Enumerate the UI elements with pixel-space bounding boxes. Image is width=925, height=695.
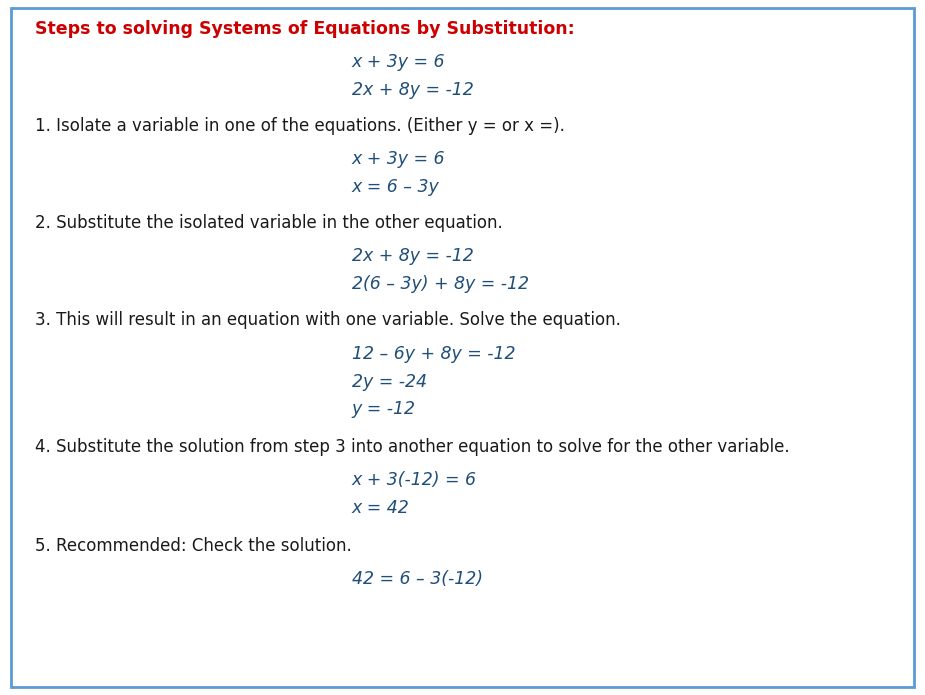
Text: 2x + 8y = -12: 2x + 8y = -12 [352,81,474,99]
Text: 2. Substitute the isolated variable in the other equation.: 2. Substitute the isolated variable in t… [35,214,503,232]
Text: 42 = 6 – 3(-12): 42 = 6 – 3(-12) [352,570,483,588]
Text: y = -12: y = -12 [352,400,415,418]
Text: 4. Substitute the solution from step 3 into another equation to solve for the ot: 4. Substitute the solution from step 3 i… [35,438,790,456]
Text: 2(6 – 3y) + 8y = -12: 2(6 – 3y) + 8y = -12 [352,275,528,293]
Text: Steps to solving Systems of Equations by Substitution:: Steps to solving Systems of Equations by… [35,20,575,38]
Text: 12 – 6y + 8y = -12: 12 – 6y + 8y = -12 [352,345,515,363]
Text: 5. Recommended: Check the solution.: 5. Recommended: Check the solution. [35,537,352,555]
Text: 2x + 8y = -12: 2x + 8y = -12 [352,247,474,265]
Text: 1. Isolate a variable in one of the equations. (Either y = or x =).: 1. Isolate a variable in one of the equa… [35,117,565,135]
Text: 2y = -24: 2y = -24 [352,373,426,391]
Text: x + 3y = 6: x + 3y = 6 [352,150,445,168]
Text: x + 3y = 6: x + 3y = 6 [352,53,445,71]
Text: 3. This will result in an equation with one variable. Solve the equation.: 3. This will result in an equation with … [35,311,621,329]
Text: x + 3(-12) = 6: x + 3(-12) = 6 [352,471,476,489]
FancyBboxPatch shape [11,8,914,687]
Text: x = 42: x = 42 [352,499,409,517]
Text: x = 6 – 3y: x = 6 – 3y [352,178,439,196]
